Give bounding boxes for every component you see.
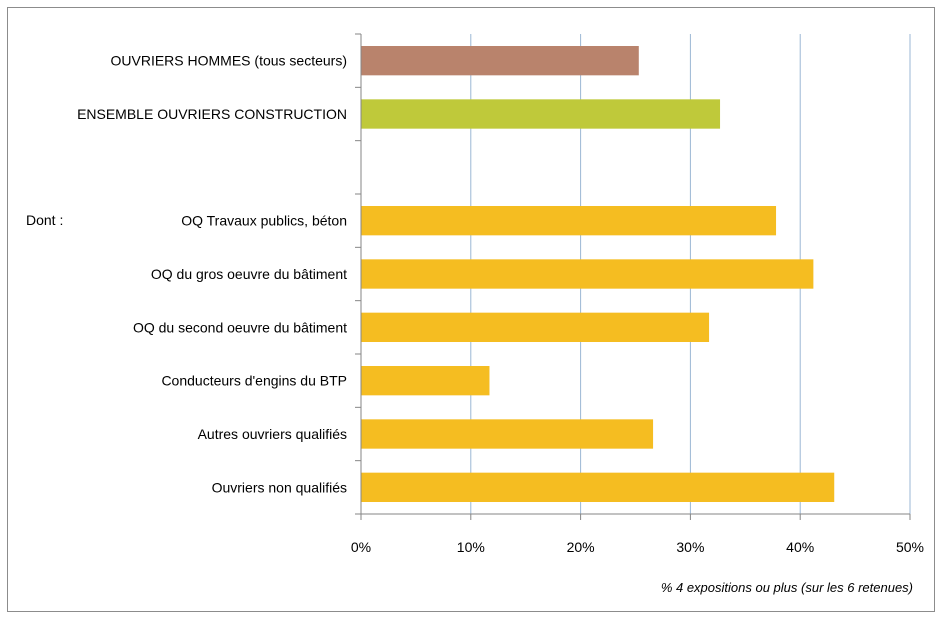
chart-frame bbox=[7, 7, 935, 612]
bar bbox=[361, 312, 710, 342]
group-label: Dont : bbox=[26, 212, 63, 228]
category-label: OQ du gros oeuvre du bâtiment bbox=[151, 266, 347, 282]
bar bbox=[361, 259, 814, 289]
bar bbox=[361, 206, 777, 236]
x-tick-label: 40% bbox=[786, 539, 814, 555]
bar bbox=[361, 46, 639, 76]
bar bbox=[361, 99, 721, 129]
category-label: Conducteurs d'engins du BTP bbox=[161, 373, 347, 389]
x-tick-label: 50% bbox=[896, 539, 924, 555]
category-label: OQ du second oeuvre du bâtiment bbox=[133, 319, 347, 335]
x-tick-label: 0% bbox=[351, 539, 371, 555]
bar bbox=[361, 366, 490, 396]
category-labels: OUVRIERS HOMMES (tous secteurs) ENSEMBLE … bbox=[77, 53, 347, 496]
bar bbox=[361, 419, 654, 449]
x-axis-title: % 4 expositions ou plus (sur les 6 reten… bbox=[661, 580, 913, 595]
category-label: OQ Travaux publics, béton bbox=[181, 213, 347, 229]
bar bbox=[361, 472, 835, 502]
category-label: Autres ouvriers qualifiés bbox=[198, 426, 347, 442]
tick-labels: 0% 10% 20% 30% 40% 50% bbox=[351, 539, 924, 555]
bars bbox=[361, 46, 835, 502]
x-tick-label: 20% bbox=[567, 539, 595, 555]
category-label: OUVRIERS HOMMES (tous secteurs) bbox=[111, 53, 348, 69]
x-tick-label: 30% bbox=[676, 539, 704, 555]
axes bbox=[355, 33, 911, 520]
category-label: ENSEMBLE OUVRIERS CONSTRUCTION bbox=[77, 106, 347, 122]
x-tick-label: 10% bbox=[457, 539, 485, 555]
category-label: Ouvriers non qualifiés bbox=[212, 479, 347, 495]
